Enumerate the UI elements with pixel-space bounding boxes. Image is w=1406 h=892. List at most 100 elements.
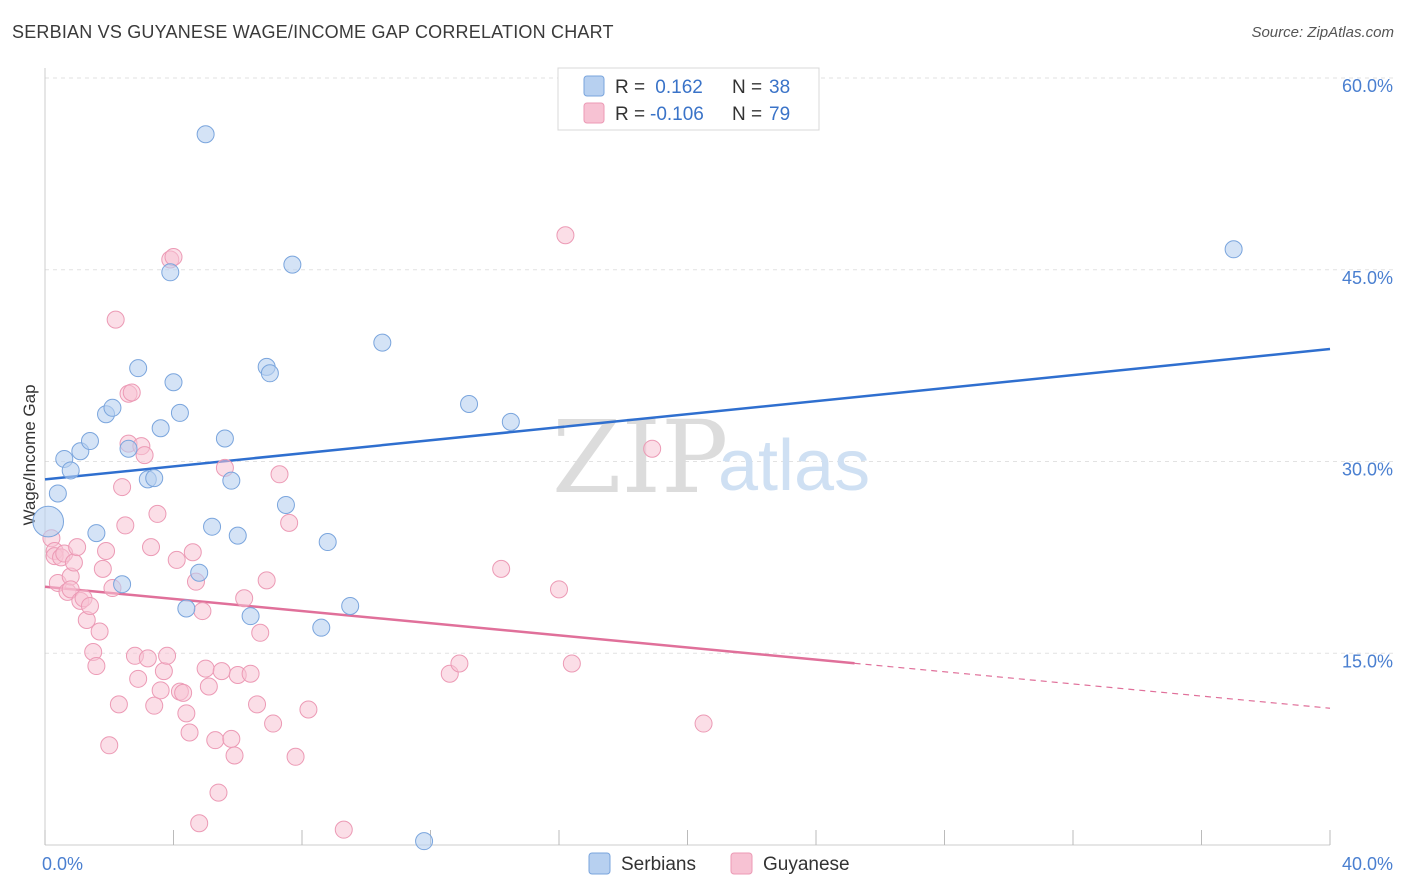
- guyanese-point: [151, 681, 170, 700]
- serbians-point: [1224, 240, 1243, 259]
- serbians-point: [276, 495, 295, 514]
- x-tick-label: 0.0%: [42, 854, 83, 874]
- guyanese-point: [100, 736, 119, 755]
- guyanese-points: [42, 226, 713, 839]
- chart-title: SERBIAN VS GUYANESE WAGE/INCOME GAP CORR…: [12, 22, 614, 42]
- stats-legend: R = 0.162 N = 38 R = -0.106 N = 79: [557, 67, 820, 131]
- x-tick-label: 40.0%: [1342, 854, 1393, 874]
- trend-lines: [44, 347, 1331, 709]
- serbians-point: [119, 439, 138, 458]
- serbians-point: [151, 419, 170, 438]
- legend-r-value-serbians: 0.162: [650, 77, 703, 98]
- guyanese-point: [193, 602, 212, 621]
- guyanese-point: [251, 623, 270, 642]
- guyanese-point: [225, 746, 244, 765]
- guyanese-point: [177, 704, 196, 723]
- legend-r-value-guyanese: -0.106: [650, 104, 704, 125]
- serbians-point: [164, 373, 183, 392]
- serbians-points: [32, 125, 1243, 851]
- guyanese-point: [158, 646, 177, 665]
- guyanese-point: [164, 247, 183, 266]
- guyanese-point: [145, 696, 164, 715]
- guyanese-point: [222, 729, 241, 748]
- guyanese-point: [90, 622, 109, 641]
- y-tick-label: 15.0%: [1342, 651, 1393, 671]
- legend-n-label-serbians: N =: [732, 77, 762, 98]
- serbians-point: [48, 484, 67, 503]
- serbians-point: [196, 125, 215, 144]
- guyanese-point: [212, 662, 231, 681]
- guyanese-point: [93, 559, 112, 578]
- legend-swatch-guyanese: [583, 102, 605, 124]
- guyanese-point: [68, 538, 87, 557]
- y-tick-label: 60.0%: [1342, 76, 1393, 96]
- guyanese-point: [167, 550, 186, 569]
- series-legend-swatch-guyanese: [730, 852, 753, 875]
- serbians-point: [113, 575, 132, 594]
- guyanese-point: [113, 478, 132, 497]
- guyanese-point: [174, 683, 193, 702]
- serbians-point: [80, 432, 99, 451]
- guyanese-point: [562, 654, 581, 673]
- guyanese-point: [257, 571, 276, 590]
- trend-line-serbians: [44, 347, 1331, 481]
- legend-r-label-guyanese: R =: [615, 104, 645, 125]
- series-legend-guyanese: Guyanese: [763, 854, 850, 875]
- guyanese-point: [556, 226, 575, 245]
- serbians-point: [103, 398, 122, 417]
- series-legend-serbians: Serbians: [621, 854, 696, 875]
- serbians-point: [177, 599, 196, 618]
- legend-n-label-guyanese: N =: [732, 104, 762, 125]
- watermark-atlas: atlas: [718, 426, 870, 506]
- trend-line-guyanese: [44, 585, 855, 665]
- serbians-point: [222, 471, 241, 490]
- serbians-point: [203, 517, 222, 536]
- guyanese-point: [235, 589, 254, 608]
- serbians-point: [215, 429, 234, 448]
- serbians-point: [190, 563, 209, 582]
- guyanese-point: [264, 714, 283, 733]
- gridlines: [45, 77, 1393, 654]
- guyanese-point: [196, 659, 215, 678]
- serbians-point: [283, 255, 302, 274]
- guyanese-point: [138, 649, 157, 668]
- guyanese-point: [280, 513, 299, 532]
- serbians-point: [460, 394, 479, 413]
- watermark-zip: ZIP: [552, 399, 728, 516]
- serbians-point: [228, 526, 247, 545]
- guyanese-point: [492, 559, 511, 578]
- guyanese-point: [241, 664, 260, 683]
- guyanese-point: [199, 677, 218, 696]
- y-tick-label: 30.0%: [1342, 460, 1393, 480]
- serbians-point: [161, 263, 180, 282]
- guyanese-point: [183, 543, 202, 562]
- tick-labels: 15.0% 30.0% 45.0% 60.0% 0.0% 40.0%: [42, 76, 1393, 874]
- guyanese-point: [64, 553, 83, 572]
- serbians-point: [129, 359, 148, 378]
- legend-r-label-serbians: R =: [615, 77, 645, 98]
- guyanese-point: [248, 695, 267, 714]
- series-legend: Serbians Guyanese: [588, 852, 850, 875]
- guyanese-point: [334, 820, 353, 839]
- guyanese-point: [61, 580, 80, 599]
- guyanese-point: [122, 383, 141, 402]
- watermark: ZIP atlas: [552, 399, 870, 516]
- guyanese-point: [148, 504, 167, 523]
- guyanese-point: [270, 465, 289, 484]
- serbians-point: [241, 607, 260, 626]
- serbians-point: [312, 618, 331, 637]
- guyanese-point: [206, 731, 225, 750]
- serbians-point: [170, 403, 189, 422]
- guyanese-point: [299, 700, 318, 719]
- series-legend-swatch-serbians: [588, 852, 611, 875]
- y-axis-label: Wage/Income Gap: [20, 384, 39, 525]
- guyanese-point: [190, 814, 209, 833]
- serbians-point: [501, 412, 520, 431]
- guyanese-point: [643, 439, 662, 458]
- serbians-point: [415, 832, 434, 851]
- chart-source: Source: ZipAtlas.com: [1251, 24, 1394, 41]
- guyanese-point: [286, 747, 305, 766]
- guyanese-point: [129, 669, 148, 688]
- serbians-point: [87, 524, 106, 543]
